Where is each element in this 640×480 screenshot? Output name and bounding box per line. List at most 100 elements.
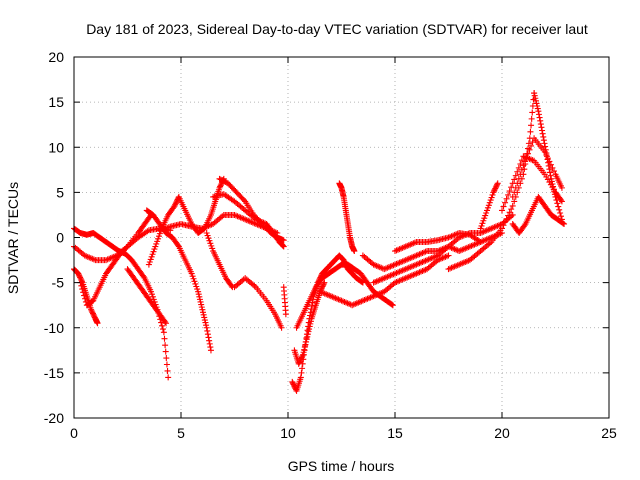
series-arc4 [77, 225, 174, 309]
data-point [280, 237, 287, 244]
data-point [351, 248, 358, 255]
data-point [218, 180, 225, 187]
data-point [529, 109, 536, 116]
x-tick-label: 0 [70, 425, 78, 441]
series-arc22 [445, 90, 538, 273]
data-point [547, 172, 554, 179]
data-point [526, 146, 533, 153]
data-point [149, 293, 156, 300]
data-point [88, 306, 95, 313]
series-arc27 [509, 193, 568, 236]
data-point [535, 111, 542, 118]
data-point [534, 102, 541, 109]
data-point [299, 351, 306, 358]
data-point [505, 191, 512, 198]
data-point [488, 194, 495, 201]
data-point [538, 124, 545, 131]
data-point [216, 184, 223, 191]
data-point [550, 168, 557, 175]
data-point [150, 296, 157, 303]
y-tick-label: 10 [48, 139, 64, 155]
data-point [148, 291, 155, 298]
data-point [145, 261, 152, 268]
data-point [532, 97, 539, 104]
data-point [484, 207, 491, 214]
data-point [209, 245, 216, 252]
data-point [303, 338, 310, 345]
data-point [520, 162, 527, 169]
data-point [492, 185, 499, 192]
data-point [481, 215, 488, 222]
data-points [71, 90, 568, 394]
data-point [551, 188, 558, 195]
data-point [536, 114, 543, 121]
data-point [146, 258, 153, 265]
data-point [202, 319, 209, 326]
data-point [541, 140, 548, 147]
data-point [81, 292, 88, 299]
data-point [204, 327, 211, 334]
data-point [304, 333, 311, 340]
data-point [147, 256, 154, 263]
data-point [503, 195, 510, 202]
data-point [388, 301, 395, 308]
data-point [194, 286, 201, 293]
data-point [189, 273, 196, 280]
data-point [546, 166, 553, 173]
series-arc5 [124, 266, 170, 327]
y-tick-label: -10 [44, 320, 64, 336]
data-point [302, 341, 309, 348]
data-point [506, 209, 513, 216]
data-point [560, 220, 567, 227]
data-point [482, 212, 489, 219]
series-arc17 [336, 180, 358, 255]
data-point [208, 242, 215, 249]
data-point [307, 320, 314, 327]
data-point [480, 217, 487, 224]
data-point [303, 336, 310, 343]
data-point [542, 143, 549, 150]
data-point [557, 210, 564, 217]
data-point [153, 240, 160, 247]
data-point [514, 180, 521, 187]
data-point [558, 184, 565, 191]
data-point [550, 183, 557, 190]
data-point [512, 172, 519, 179]
data-point [505, 212, 512, 219]
data-point [203, 229, 210, 236]
data-point [205, 235, 212, 242]
data-point [389, 302, 396, 309]
data-point [483, 210, 490, 217]
data-point [199, 306, 206, 313]
data-point [528, 142, 535, 149]
data-point [555, 203, 562, 210]
data-point [159, 322, 166, 329]
data-point [552, 193, 559, 200]
data-point [164, 367, 171, 374]
data-point [306, 326, 313, 333]
data-point [531, 90, 538, 97]
data-point [78, 277, 85, 284]
data-point [91, 313, 98, 320]
data-point [282, 311, 289, 318]
data-point [531, 92, 538, 99]
data-point [493, 182, 500, 189]
data-point [158, 319, 165, 326]
data-point [198, 304, 205, 311]
data-point [151, 246, 158, 253]
data-point [80, 289, 87, 296]
data-point [78, 282, 85, 289]
data-point [508, 184, 515, 191]
data-point [149, 251, 156, 258]
series-arc12 [231, 275, 285, 331]
data-point [491, 188, 498, 195]
data-point [548, 175, 555, 182]
data-point [539, 130, 546, 137]
data-point [291, 382, 298, 389]
data-point [165, 374, 172, 381]
data-point [300, 349, 307, 356]
data-point [535, 108, 542, 115]
data-point [174, 242, 181, 249]
data-point [188, 270, 195, 277]
y-tick-label: 0 [56, 230, 64, 246]
